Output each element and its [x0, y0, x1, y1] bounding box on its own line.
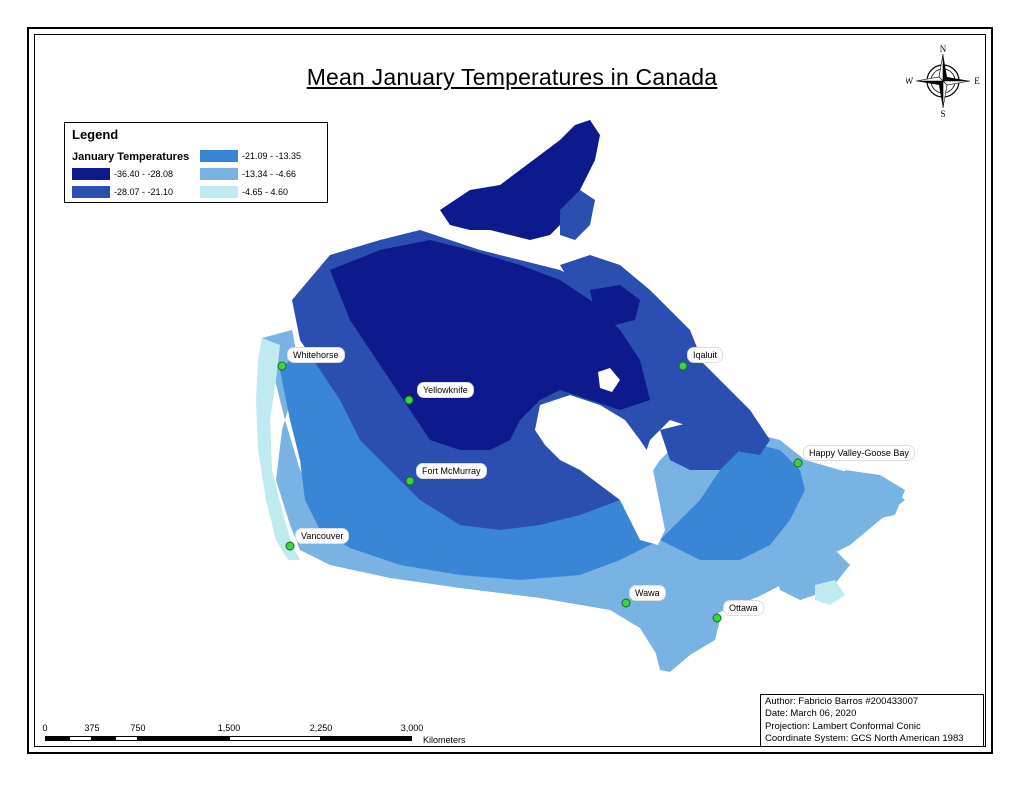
scale-segment [321, 736, 412, 741]
scale-unit: Kilometers [423, 735, 466, 745]
legend-item: -28.07 - -21.10 [72, 185, 173, 199]
map-title: Mean January Temperatures in Canada [306, 64, 718, 90]
city-dot-iqaluit [678, 361, 688, 371]
scale-segment [138, 736, 229, 741]
scale-segment [69, 736, 92, 741]
legend-swatch [200, 168, 238, 180]
legend-label: -4.65 - 4.60 [242, 187, 289, 197]
map-info-box: Author: Fabricio Barros #200433007 Date:… [760, 694, 984, 747]
scale-tick: 750 [130, 723, 146, 733]
legend-item: -13.34 - -4.66 [200, 167, 296, 181]
legend-label: -13.34 - -4.66 [242, 169, 297, 179]
city-label-vancouver: Vancouver [296, 529, 349, 543]
zone-mid-blue [280, 350, 805, 580]
city-label-happy-valley-goose-bay: Happy Valley-Goose Bay [804, 446, 914, 460]
compass-w: W [906, 76, 914, 86]
city-dot-yellowknife [404, 395, 414, 405]
scale-bar: 0 375 750 1,500 2,250 3,000 Kilometers [40, 723, 480, 747]
compass-n: N [940, 44, 947, 54]
map-frame-inner [34, 34, 986, 747]
zone-lightest [256, 338, 300, 560]
compass-e: E [974, 76, 980, 86]
city-label-wawa: Wawa [630, 586, 665, 600]
legend-swatch [72, 186, 110, 198]
compass-s: S [940, 109, 945, 118]
scale-tick: 0 [42, 723, 48, 733]
scale-tick: 1,500 [217, 723, 241, 733]
city-dot-ottawa [712, 613, 722, 623]
zone-atlantic [845, 470, 905, 520]
city-dot-fort-mcmurray [405, 476, 415, 486]
city-label-ottawa: Ottawa [724, 601, 763, 615]
coordinate-system-text: Coordinate System: GCS North American 19… [765, 732, 964, 744]
city-dot-vancouver [285, 541, 295, 551]
city-dot-whitehorse [277, 361, 287, 371]
compass-rose-icon: N S E W [906, 44, 980, 118]
legend-label: -21.09 - -13.35 [242, 151, 302, 161]
legend-item: -21.09 - -13.35 [200, 149, 301, 163]
scale-segment [229, 736, 321, 741]
legend-label: -36.40 - -28.08 [114, 169, 174, 179]
legend-swatch [200, 186, 238, 198]
city-label-whitehorse: Whitehorse [288, 348, 344, 362]
scale-tick: 375 [84, 723, 100, 733]
map-frame-outer [27, 27, 993, 754]
city-dot-wawa [621, 598, 631, 608]
city-dot-happy-valley [793, 458, 803, 468]
date-text: Date: March 06, 2020 [765, 708, 857, 720]
city-label-fort-mcmurray: Fort McMurray [417, 464, 486, 478]
zone-south-light [262, 330, 905, 660]
legend-item: -36.40 - -28.08 [72, 167, 173, 181]
projection-text: Projection: Lambert Conformal Conic [765, 720, 921, 732]
legend-title: Legend [72, 127, 119, 142]
scale-segment [92, 736, 115, 741]
scale-segment [45, 736, 69, 741]
legend-swatch [200, 150, 238, 162]
legend-swatch [72, 168, 110, 180]
author-text: Author: Fabricio Barros #200433007 [765, 696, 919, 707]
scale-segment [115, 736, 138, 741]
scale-tick: 2,250 [309, 723, 333, 733]
legend-label: -28.07 - -21.10 [114, 187, 174, 197]
city-label-iqaluit: Iqaluit [688, 348, 723, 362]
hudson-bay [535, 395, 665, 545]
scale-tick: 3,000 [400, 723, 424, 733]
legend-subtitle: January Temperatures [72, 151, 190, 163]
city-label-yellowknife: Yellowknife [418, 383, 473, 397]
legend-box: Legend January Temperatures -36.40 - -28… [64, 122, 328, 203]
legend-item: -4.65 - 4.60 [200, 185, 288, 199]
